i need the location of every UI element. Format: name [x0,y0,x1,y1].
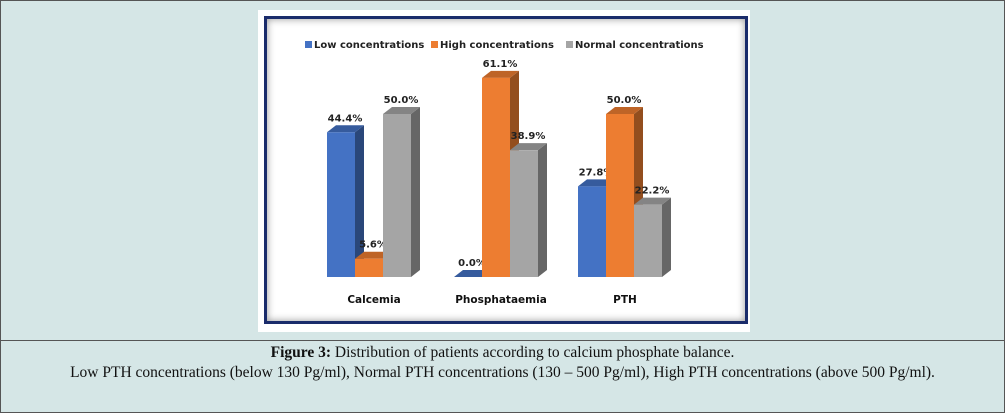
category-label: PTH [613,294,637,306]
bar-top [327,125,364,133]
bar-top [606,107,643,114]
bar-top [383,107,420,114]
caption-divider [0,340,1005,341]
figure-caption: Figure 3: Distribution of patients accor… [0,343,1005,383]
bar-side [411,107,420,277]
bar-chart: Low concentrations High concentrations Nor… [305,40,704,306]
bar [578,186,606,277]
bar-top [482,70,519,78]
bar-top [634,197,671,205]
legend-label: High concentrations [440,40,554,51]
category-label: Phosphataemia [455,294,547,306]
legend-label: Low concentrations [314,40,424,51]
bar-side [355,125,364,277]
caption-note: Low PTH concentrations (below 130 Pg/ml)… [70,364,935,381]
bar [327,132,355,277]
bar-top [510,143,547,151]
data-label: 22.2% [635,186,670,197]
bar-side [538,143,547,277]
legend-swatch [566,41,573,48]
legend-swatch [431,41,438,48]
data-label: 5.6% [359,240,387,251]
data-label: 50.0% [384,95,419,106]
bar-top [454,270,491,277]
bar-side [662,197,671,277]
bar [383,114,411,277]
category-label: Calcemia [347,294,400,306]
bar [606,114,634,277]
caption-title: Distribution of patients according to ca… [331,344,735,361]
data-label: 50.0% [607,95,642,106]
bar-top [355,251,392,259]
data-label: 27.8% [579,167,614,178]
caption-label: Figure 3: [270,344,332,361]
legend-label: Normal concentrations [575,40,704,51]
legend-swatch [305,41,312,48]
bar [634,204,662,277]
data-label: 38.9% [511,131,546,142]
bar [510,150,538,277]
data-label: 0.0% [458,258,486,269]
bar [482,77,510,278]
data-label: 61.1% [483,59,518,70]
data-label: 44.4% [328,113,363,124]
bar-top [578,179,615,187]
bar [355,258,383,277]
